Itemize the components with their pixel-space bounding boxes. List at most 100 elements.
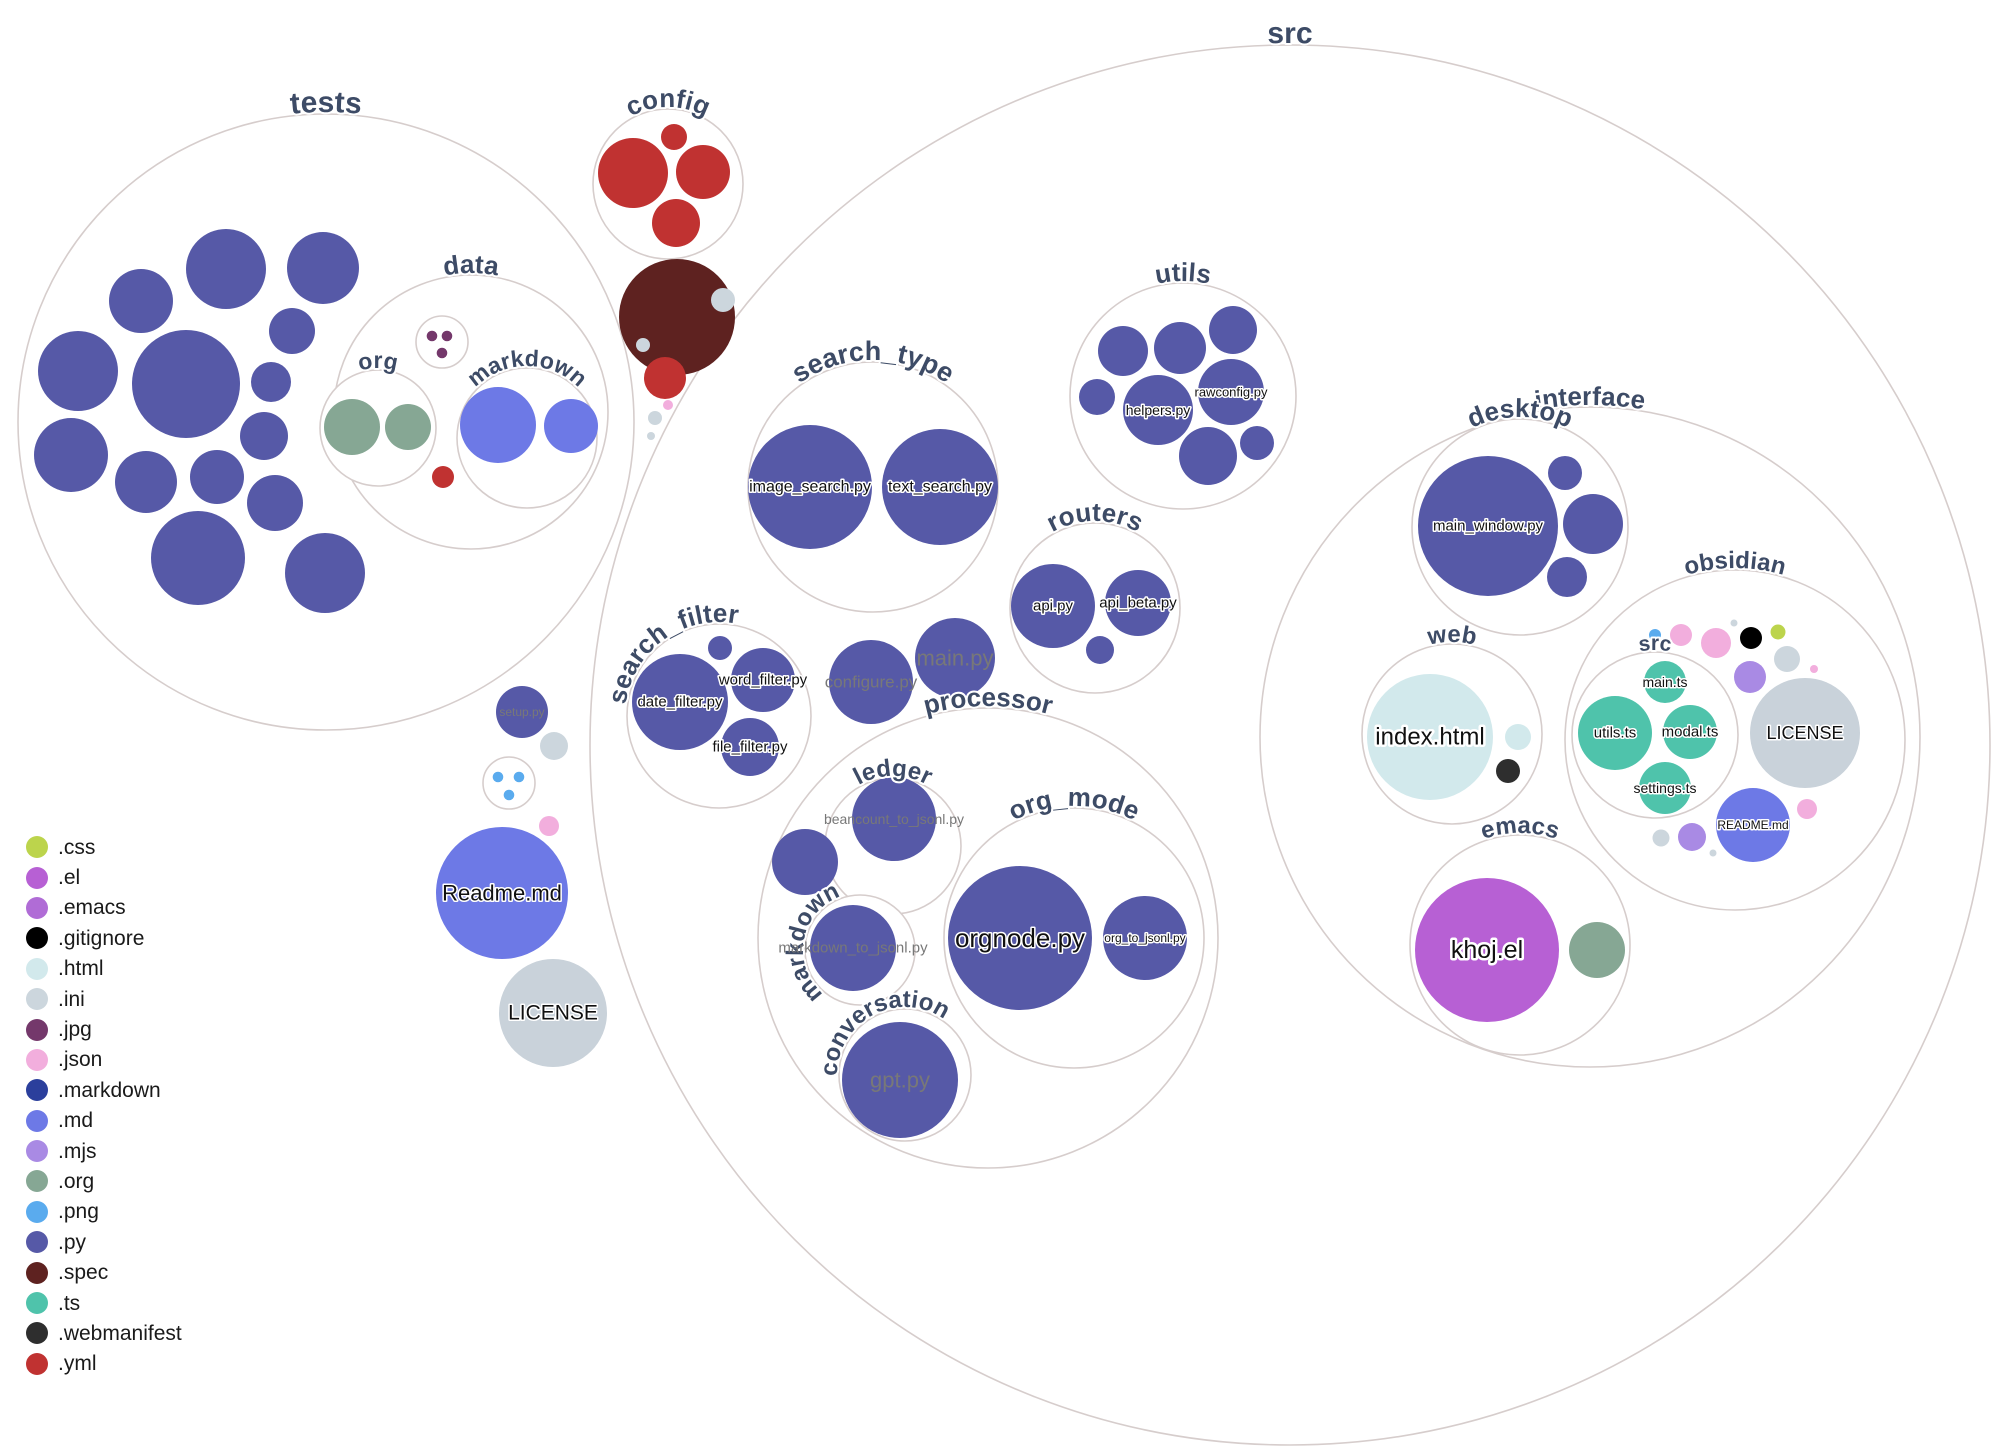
file-circle-web-webmanifest: [1496, 759, 1520, 783]
folder-label-utils: utils: [1153, 257, 1214, 290]
legend-row-el: .el: [26, 862, 182, 892]
legend-row-jpg: .jpg: [26, 1014, 182, 1044]
file-label-obsidian-LICENSE: LICENSE: [1766, 723, 1843, 743]
legend-row-ini: .ini: [26, 984, 182, 1014]
file-label-LICENSE: LICENSE: [508, 1002, 598, 1025]
legend-label-md: .md: [58, 1109, 94, 1133]
file-circle-api.py: [1011, 564, 1095, 648]
file-label-helpers.py: helpers.py: [1126, 402, 1191, 418]
file-circle-desktop-py-2: [1563, 494, 1623, 554]
legend-label-markdown: .markdown: [58, 1078, 161, 1102]
legend-row-webmanifest: .webmanifest: [26, 1318, 182, 1348]
file-circle-main.ts: [1644, 661, 1686, 703]
file-label-main_window.py: main_window.py: [1433, 518, 1544, 535]
file-label-Readme.md: Readme.md: [442, 881, 562, 906]
file-circle-obsidian-mjs-2: [1678, 823, 1706, 851]
legend-row-md: .md: [26, 1106, 182, 1136]
file-label-settings.ts: settings.ts: [1633, 780, 1696, 796]
file-circle-root-json-2: [539, 816, 559, 836]
file-circle-config-yml-3: [676, 145, 730, 199]
legend-dot-ini: [26, 988, 48, 1011]
legend-label-png: .png: [58, 1200, 99, 1224]
file-circle-root-yml: [644, 357, 686, 399]
legend-label-html: .html: [58, 957, 104, 981]
file-circle-utils-py-4: [1079, 379, 1115, 415]
file-label-markdown_to_jsonl.py: markdown_to_jsonl.py: [778, 940, 928, 957]
file-circle-obsidian-ini-4: [1709, 849, 1717, 857]
folder-label-org: org: [356, 347, 401, 375]
file-circle-desktop-py-3: [1547, 557, 1587, 597]
legend-label-ini: .ini: [58, 987, 85, 1011]
file-label-orgnode.py: orgnode.py: [955, 923, 1085, 953]
file-label-word_filter.py: word_filter.py: [718, 672, 808, 689]
file-circle-obsidian-json-1: [1670, 624, 1692, 646]
legend-row-py: .py: [26, 1227, 182, 1257]
file-circle-text_search.py: [882, 429, 998, 545]
legend-label-spec: .spec: [58, 1261, 109, 1285]
legend-dot-spec: [26, 1261, 48, 1284]
file-circle-utils-py-5: [1179, 427, 1237, 485]
legend-dot-jpg: [26, 1018, 48, 1041]
legend-dot-markdown: [26, 1079, 48, 1102]
file-circle-test-file-10: [115, 451, 177, 513]
file-circle-obsidian-mjs-1: [1734, 661, 1766, 693]
file-label-utils.ts: utils.ts: [1594, 725, 1637, 742]
file-circle-obsidian-json-4: [1797, 799, 1817, 819]
file-circle-utils-py-3: [1209, 306, 1257, 354]
file-circle-obsidian-ini-3: [1652, 829, 1670, 847]
file-label-setup.py: setup.py: [499, 705, 544, 719]
file-circle-test-file-7: [251, 362, 291, 402]
legend-label-org: .org: [58, 1169, 95, 1193]
file-circle-obsidian-css: [1770, 624, 1786, 640]
file-label-khoj.el: khoj.el: [1451, 936, 1523, 964]
folder-label-src-obsidian: src: [1637, 632, 1673, 656]
file-circle-obsidian-ini-1: [1730, 619, 1738, 627]
file-circle-utils-py-6: [1240, 426, 1274, 460]
folder-circle-src-obsidian: [1571, 651, 1739, 819]
legend-label-py: .py: [58, 1230, 87, 1254]
file-circle-root-json-1: [663, 400, 673, 410]
file-circle-orgnode.py: [948, 866, 1092, 1010]
file-circle-beancount_to_jsonl.py: [852, 777, 936, 861]
folder-label-data: data: [441, 249, 501, 282]
file-circle-test-file-8: [240, 412, 288, 460]
file-label-main.py: main.py: [916, 646, 993, 671]
file-circle-obsidian-gitignore: [1740, 627, 1762, 649]
file-circle-root-ini-3: [648, 411, 662, 425]
file-label-image_search.py: image_search.py: [749, 479, 871, 496]
file-circle-modal.ts: [1663, 705, 1717, 759]
file-circle-png-file-3: [503, 789, 515, 801]
file-circle-obsidian-json-2: [1701, 628, 1731, 658]
file-circle-routers-py-1: [1086, 636, 1114, 664]
legend-row-json: .json: [26, 1045, 182, 1075]
legend-dot-png: [26, 1200, 48, 1223]
file-circle-utils-py-2: [1154, 322, 1206, 374]
file-label-rawconfig.py: rawconfig.py: [1195, 385, 1268, 400]
file-circle-test-file-13: [151, 511, 245, 605]
file-circle-config-yml-1: [598, 138, 668, 208]
file-circle-image_search.py: [748, 425, 872, 549]
legend-label-json: .json: [58, 1048, 103, 1072]
legend-dot-html: [26, 957, 48, 980]
file-circle-test-file-5: [38, 331, 118, 411]
extension-legend: .css .el .emacs .gitignore .html .ini .jpg .jso…: [26, 832, 182, 1379]
legend-row-gitignore: .gitignore: [26, 923, 182, 953]
legend-label-webmanifest: .webmanifest: [58, 1321, 182, 1345]
file-circle-data-org-file-1: [324, 399, 380, 455]
file-label-index.html: index.html: [1375, 724, 1484, 751]
file-circle-root-ini-2: [636, 338, 650, 352]
legend-row-html: .html: [26, 954, 182, 984]
file-circle-utils-py-1: [1098, 326, 1148, 376]
file-circle-date_filter.py: [632, 654, 728, 750]
file-circle-desktop-py-1: [1548, 456, 1582, 490]
legend-dot-yml: [26, 1352, 48, 1375]
legend-label-emacs: .emacs: [58, 896, 126, 920]
file-circle-api_beta.py: [1105, 570, 1171, 636]
file-circle-markdown_to_jsonl.py: [810, 905, 896, 991]
file-circle-settings.ts: [1639, 762, 1691, 814]
file-circle-emacs-org-file: [1569, 922, 1625, 978]
folder-label-web: web: [1425, 621, 1479, 651]
file-circle-jpg-file-2: [441, 330, 453, 342]
file-circle-data-md-file-1: [460, 387, 536, 463]
file-circle-processor-py-1: [772, 829, 838, 895]
